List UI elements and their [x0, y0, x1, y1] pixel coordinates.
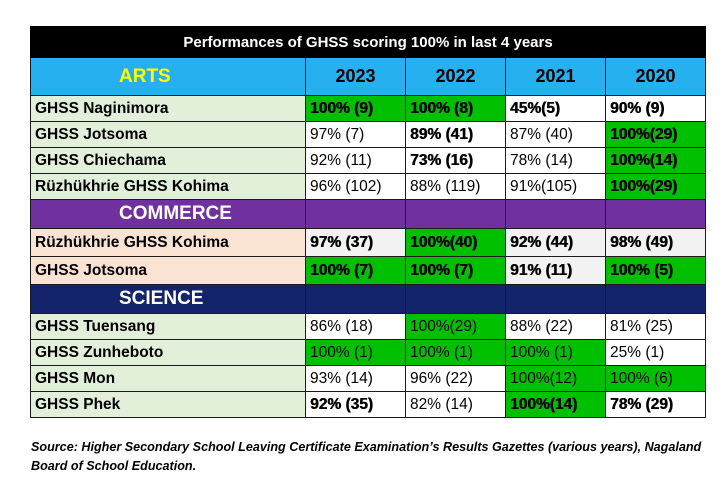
- section-label-commerce: COMMERCE: [30, 199, 306, 229]
- result-cell: 100%(14): [604, 147, 707, 174]
- year-header-2022: 2022: [405, 57, 506, 96]
- result-cell: 82% (14): [405, 391, 506, 418]
- result-cell: 100%(12): [505, 365, 606, 392]
- result-cell: 97% (37): [305, 228, 406, 257]
- header-filler: [604, 199, 707, 229]
- school-name: GHSS Naginimora: [30, 95, 306, 122]
- result-cell: 78% (29): [604, 391, 707, 418]
- source-note: Source: Higher Secondary School Leaving …: [31, 440, 702, 473]
- result-cell: 100%(29): [405, 313, 506, 340]
- result-cell: 97% (7): [305, 121, 406, 148]
- year-header-2021: 2021: [505, 57, 606, 96]
- result-cell: 100%(29): [604, 173, 707, 200]
- table-row: GHSS Zunheboto 100% (1) 100% (1) 100% (1…: [30, 339, 707, 366]
- result-cell: 100%(40): [405, 228, 506, 257]
- table-row: Rüzhükhrie GHSS Kohima 96% (102) 88% (11…: [30, 173, 707, 200]
- result-cell: 92% (11): [305, 147, 406, 174]
- year-header-2020: 2020: [604, 57, 707, 96]
- school-name: Rüzhükhrie GHSS Kohima: [30, 173, 306, 200]
- results-table-container: Performances of GHSS scoring 100% in las…: [29, 26, 707, 418]
- table-title: Performances of GHSS scoring 100% in las…: [29, 26, 707, 58]
- result-cell: 93% (14): [305, 365, 406, 392]
- section-label-science: SCIENCE: [30, 284, 306, 314]
- header-filler: [305, 284, 406, 314]
- result-cell: 73% (16): [405, 147, 506, 174]
- science-header-row: SCIENCE: [30, 284, 707, 314]
- result-cell: 92% (44): [505, 228, 606, 257]
- result-cell: 100% (1): [305, 339, 406, 366]
- result-cell: 100% (1): [405, 339, 506, 366]
- table-row: GHSS Phek 92% (35) 82% (14) 100%(14) 78%…: [30, 391, 707, 418]
- result-cell: 100% (5): [604, 256, 707, 285]
- result-cell: 90% (9): [604, 95, 707, 122]
- commerce-header-row: COMMERCE: [30, 199, 707, 229]
- year-header-2023: 2023: [305, 57, 406, 96]
- table-row: GHSS Jotsoma 100% (7) 100% (7) 91% (11) …: [30, 256, 707, 285]
- result-cell: 78% (14): [505, 147, 606, 174]
- result-cell: 100% (9): [305, 95, 406, 122]
- header-filler: [305, 199, 406, 229]
- result-cell: 100%(14): [505, 391, 606, 418]
- school-name: GHSS Jotsoma: [30, 256, 306, 285]
- result-cell: 87% (40): [505, 121, 606, 148]
- result-cell: 92% (35): [305, 391, 406, 418]
- result-cell: 100% (7): [405, 256, 506, 285]
- result-cell: 100% (7): [305, 256, 406, 285]
- results-table: Performances of GHSS scoring 100% in las…: [29, 26, 707, 418]
- result-cell: 100%(29): [604, 121, 707, 148]
- result-cell: 100% (1): [505, 339, 606, 366]
- table-row: GHSS Tuensang 86% (18) 100%(29) 88% (22)…: [30, 313, 707, 340]
- school-name: GHSS Mon: [30, 365, 306, 392]
- school-name: GHSS Jotsoma: [30, 121, 306, 148]
- table-row: Rüzhükhrie GHSS Kohima 97% (37) 100%(40)…: [30, 228, 707, 257]
- header-filler: [405, 284, 506, 314]
- result-cell: 88% (119): [405, 173, 506, 200]
- header-filler: [505, 199, 606, 229]
- result-cell: 96% (22): [405, 365, 506, 392]
- result-cell: 88% (22): [505, 313, 606, 340]
- result-cell: 91%(105): [505, 173, 606, 200]
- result-cell: 91% (11): [505, 256, 606, 285]
- table-row: GHSS Jotsoma 97% (7) 89% (41) 87% (40) 1…: [30, 121, 707, 148]
- school-name: GHSS Tuensang: [30, 313, 306, 340]
- header-filler: [604, 284, 707, 314]
- school-name: GHSS Zunheboto: [30, 339, 306, 366]
- result-cell: 100% (8): [405, 95, 506, 122]
- school-name: GHSS Chiechama: [30, 147, 306, 174]
- result-cell: 81% (25): [604, 313, 707, 340]
- result-cell: 25% (1): [604, 339, 707, 366]
- header-filler: [505, 284, 606, 314]
- result-cell: 98% (49): [604, 228, 707, 257]
- result-cell: 45%(5): [505, 95, 606, 122]
- header-filler: [405, 199, 506, 229]
- section-label-arts: ARTS: [30, 57, 306, 96]
- school-name: Rüzhükhrie GHSS Kohima: [30, 228, 306, 257]
- school-name: GHSS Phek: [30, 391, 306, 418]
- arts-header-row: ARTS 2023 2022 2021 2020: [30, 57, 707, 96]
- result-cell: 100% (6): [604, 365, 707, 392]
- table-row: GHSS Chiechama 92% (11) 73% (16) 78% (14…: [30, 147, 707, 174]
- table-row: GHSS Mon 93% (14) 96% (22) 100%(12) 100%…: [30, 365, 707, 392]
- result-cell: 96% (102): [305, 173, 406, 200]
- title-row: Performances of GHSS scoring 100% in las…: [29, 26, 707, 58]
- result-cell: 86% (18): [305, 313, 406, 340]
- result-cell: 89% (41): [405, 121, 506, 148]
- table-row: GHSS Naginimora 100% (9) 100% (8) 45%(5)…: [30, 95, 707, 122]
